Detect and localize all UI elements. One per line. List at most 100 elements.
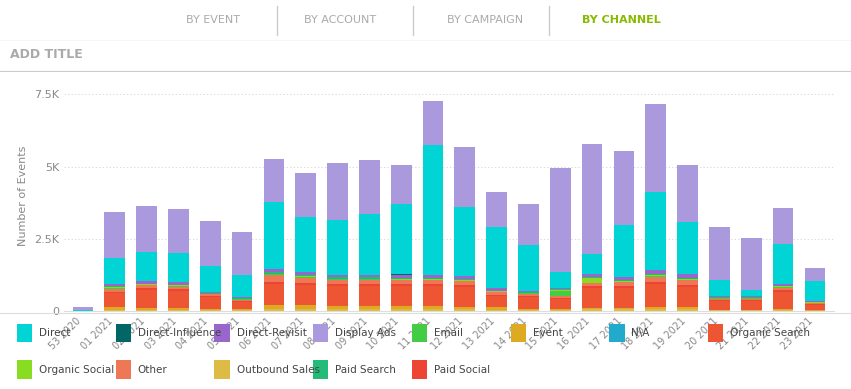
Bar bbox=[454, 307, 475, 309]
Text: Direct-Revisit: Direct-Revisit bbox=[237, 328, 306, 338]
Bar bbox=[518, 296, 539, 297]
Bar bbox=[200, 296, 220, 297]
Bar bbox=[773, 292, 793, 309]
Bar bbox=[423, 280, 443, 284]
Bar bbox=[582, 286, 603, 288]
Bar bbox=[677, 285, 698, 287]
Bar bbox=[412, 324, 427, 342]
Bar bbox=[313, 360, 328, 379]
Bar bbox=[550, 290, 571, 291]
Bar bbox=[423, 145, 443, 275]
Bar bbox=[709, 298, 730, 299]
Bar bbox=[614, 282, 634, 286]
Bar bbox=[677, 279, 698, 280]
Bar bbox=[614, 310, 634, 311]
Bar bbox=[295, 285, 316, 305]
Bar bbox=[264, 273, 284, 274]
Bar bbox=[264, 202, 284, 269]
Text: Organic Social: Organic Social bbox=[39, 364, 114, 375]
Bar bbox=[295, 272, 316, 275]
Bar bbox=[550, 298, 571, 299]
Bar bbox=[295, 277, 316, 278]
Bar bbox=[550, 168, 571, 272]
Bar bbox=[327, 306, 348, 309]
Bar bbox=[391, 205, 412, 274]
Bar bbox=[741, 300, 762, 301]
Bar bbox=[518, 204, 539, 245]
Bar bbox=[486, 295, 507, 296]
Bar bbox=[105, 307, 125, 310]
Bar bbox=[168, 291, 189, 308]
Bar bbox=[295, 275, 316, 276]
Bar bbox=[486, 307, 507, 310]
Bar bbox=[486, 193, 507, 227]
Bar bbox=[423, 306, 443, 309]
Bar bbox=[645, 282, 666, 284]
Bar bbox=[72, 307, 94, 310]
Bar bbox=[486, 310, 507, 311]
Bar bbox=[486, 227, 507, 288]
Bar bbox=[264, 274, 284, 275]
Text: Direct: Direct bbox=[39, 328, 71, 338]
Text: BY ACCOUNT: BY ACCOUNT bbox=[305, 16, 376, 25]
Bar bbox=[709, 280, 730, 296]
Bar bbox=[327, 280, 348, 284]
Bar bbox=[423, 275, 443, 278]
Bar bbox=[105, 212, 125, 258]
Bar bbox=[582, 283, 603, 284]
Bar bbox=[327, 163, 348, 220]
Bar bbox=[423, 279, 443, 280]
Bar bbox=[645, 275, 666, 276]
Bar bbox=[677, 280, 698, 285]
Bar bbox=[709, 296, 730, 297]
Bar bbox=[454, 287, 475, 307]
Bar bbox=[264, 275, 284, 282]
Bar bbox=[136, 310, 157, 311]
Bar bbox=[454, 281, 475, 285]
Text: N\A: N\A bbox=[631, 328, 650, 338]
Bar bbox=[609, 324, 625, 342]
Bar bbox=[550, 309, 571, 310]
Bar bbox=[645, 307, 666, 309]
Bar bbox=[709, 297, 730, 298]
Bar bbox=[741, 290, 762, 296]
Bar bbox=[391, 274, 412, 275]
Bar bbox=[582, 274, 603, 277]
Bar bbox=[359, 161, 380, 214]
Bar bbox=[582, 277, 603, 278]
Bar bbox=[136, 281, 157, 284]
Bar bbox=[454, 280, 475, 281]
Bar bbox=[327, 275, 348, 277]
Bar bbox=[264, 159, 284, 202]
Bar bbox=[645, 274, 666, 275]
Bar bbox=[773, 287, 793, 288]
Bar bbox=[264, 309, 284, 311]
Bar bbox=[168, 286, 189, 287]
Bar bbox=[105, 288, 125, 289]
Bar bbox=[804, 303, 825, 304]
Bar bbox=[550, 296, 571, 298]
Bar bbox=[295, 309, 316, 311]
Bar bbox=[313, 324, 328, 342]
Bar bbox=[105, 258, 125, 284]
Bar bbox=[677, 278, 698, 279]
Bar bbox=[614, 286, 634, 288]
Bar bbox=[136, 284, 157, 285]
Bar bbox=[804, 268, 825, 281]
Bar bbox=[359, 275, 380, 277]
Bar bbox=[231, 298, 253, 299]
Bar bbox=[116, 324, 131, 342]
Bar bbox=[214, 324, 230, 342]
Bar bbox=[550, 291, 571, 296]
Bar bbox=[677, 222, 698, 274]
Bar bbox=[518, 245, 539, 291]
Bar bbox=[136, 290, 157, 308]
Bar bbox=[582, 310, 603, 311]
Bar bbox=[486, 291, 507, 292]
Bar bbox=[295, 173, 316, 217]
Bar bbox=[614, 308, 634, 310]
Bar bbox=[645, 104, 666, 192]
Bar bbox=[773, 284, 793, 286]
Bar bbox=[231, 232, 253, 275]
Bar bbox=[327, 286, 348, 306]
